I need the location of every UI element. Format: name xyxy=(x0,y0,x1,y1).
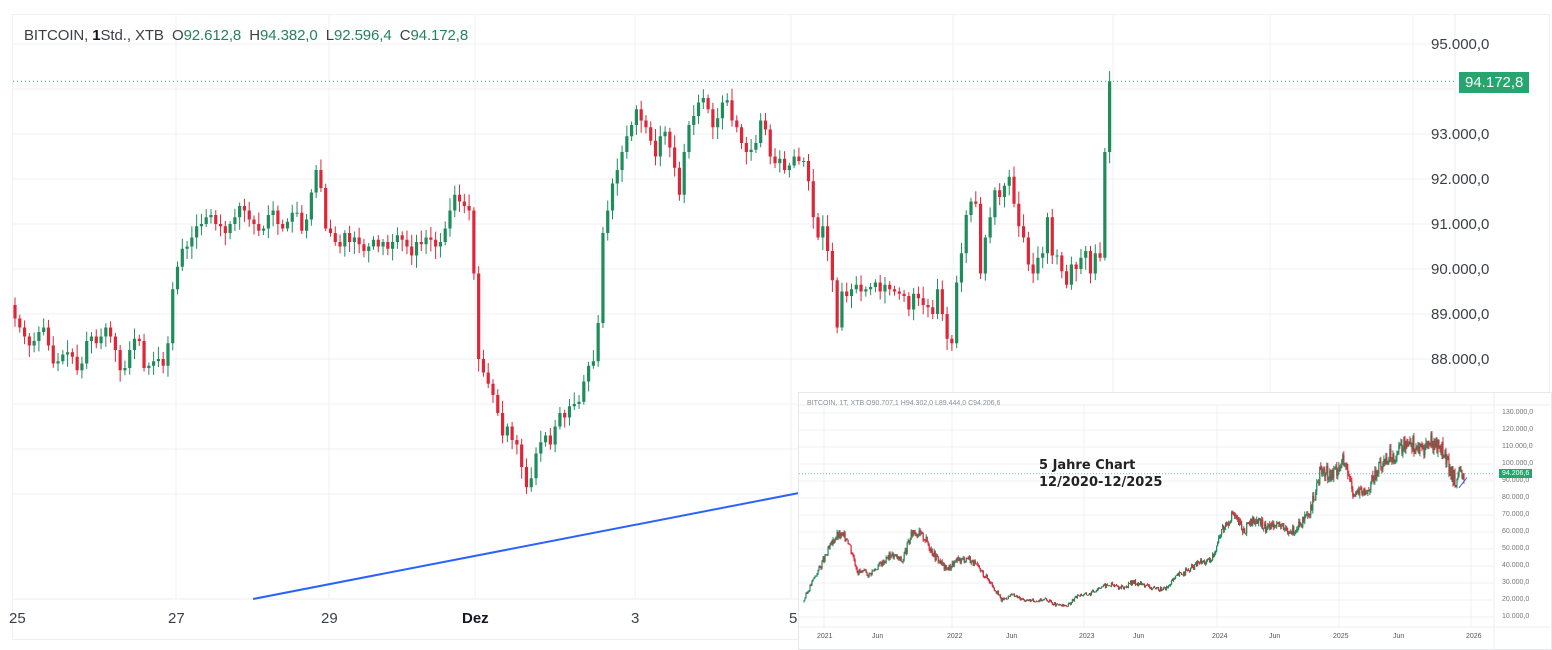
time-axis-label-month: Dez xyxy=(462,610,489,627)
inset-5-year-chart: BITCOIN, 1T, XTB O90.707,1 H94.302,0 L89… xyxy=(798,392,1552,650)
legend-close-label: C xyxy=(399,27,411,44)
inset-price-label: 40.000,0 xyxy=(1502,562,1530,569)
inset-price-label: 80.000,0 xyxy=(1502,494,1530,501)
inset-price-label: 120.000,0 xyxy=(1502,426,1534,433)
inset-time-label: Jun xyxy=(872,633,884,640)
legend-open-value: 92.612,8 xyxy=(183,27,242,44)
annotation-line-1: 5 Jahre Chart xyxy=(1039,458,1136,473)
inset-last-price-badge: 94.206,6 xyxy=(1499,469,1533,478)
price-axis-label: 88.000,0 xyxy=(1431,351,1490,368)
main-candlestick-plot[interactable] xyxy=(13,15,1549,639)
inset-time-label: 2025 xyxy=(1333,633,1349,640)
inset-price-label: 10.000,0 xyxy=(1502,613,1530,620)
chart-annotation: 5 Jahre Chart 12/2020-12/2025 xyxy=(1039,457,1162,491)
price-axis-label: 92.000,0 xyxy=(1431,171,1490,188)
inset-price-label: 20.000,0 xyxy=(1502,596,1530,603)
time-axis-label: 25 xyxy=(9,610,26,627)
inset-price-label: 110.000,0 xyxy=(1502,443,1533,450)
inset-time-label: 2021 xyxy=(817,633,833,640)
last-price-badge: 94.172,8 xyxy=(1459,72,1530,93)
main-chart-legend: BITCOIN, 1Std., XTB O92.612,8 H94.382,0 … xyxy=(24,27,468,44)
time-axis-label: 3 xyxy=(631,610,640,627)
legend-symbol: BITCOIN, xyxy=(24,27,89,44)
time-axis-label: 27 xyxy=(168,610,185,627)
annotation-line-2: 12/2020-12/2025 xyxy=(1039,475,1163,490)
inset-time-label: Jun xyxy=(1393,633,1405,640)
inset-time-label: Jun xyxy=(1269,633,1281,640)
legend-high-label: H xyxy=(249,27,261,44)
time-axis-label: 29 xyxy=(321,610,338,627)
legend-open-label: O xyxy=(171,27,184,44)
inset-price-label: 60.000,0 xyxy=(1502,528,1530,535)
inset-price-label: 70.000,0 xyxy=(1502,511,1530,518)
inset-time-label: 2022 xyxy=(947,633,963,640)
price-axis-label: 93.000,0 xyxy=(1431,126,1490,143)
inset-time-label: Jun xyxy=(1006,633,1018,640)
legend-low-label: L xyxy=(325,27,335,44)
legend-source: XTB xyxy=(134,27,164,44)
inset-price-label: 50.000,0 xyxy=(1502,545,1530,552)
inset-time-label: Jun xyxy=(1133,633,1145,640)
inset-price-label: 130.000,0 xyxy=(1502,409,1534,416)
main-chart-pane[interactable]: BITCOIN, 1Std., XTB O92.612,8 H94.382,0 … xyxy=(9,14,1550,640)
legend-interval-unit: Std., xyxy=(100,27,131,44)
inset-candlestick-plot xyxy=(799,393,1551,649)
price-axis-label: 95.000,0 xyxy=(1431,36,1490,53)
time-axis-label: 5 xyxy=(789,610,798,627)
inset-price-label: 90.000,0 xyxy=(1502,477,1530,484)
inset-price-label: 100.000,0 xyxy=(1502,460,1534,467)
inset-time-label: 2026 xyxy=(1466,633,1482,640)
price-axis-label: 89.000,0 xyxy=(1431,306,1490,323)
inset-time-label: 2024 xyxy=(1212,633,1228,640)
legend-close-value: 94.172,8 xyxy=(410,27,469,44)
inset-time-label: 2023 xyxy=(1079,633,1095,640)
inset-legend: BITCOIN, 1T, XTB O90.707,1 H94.302,0 L89… xyxy=(807,400,1001,407)
legend-low-value: 92.596,4 xyxy=(334,27,392,44)
price-axis-label: 91.000,0 xyxy=(1431,216,1490,233)
inset-price-label: 30.000,0 xyxy=(1502,579,1530,586)
legend-interval-number: 1 xyxy=(92,27,101,44)
legend-high-value: 94.382,0 xyxy=(260,27,318,44)
price-axis-label: 90.000,0 xyxy=(1431,261,1490,278)
